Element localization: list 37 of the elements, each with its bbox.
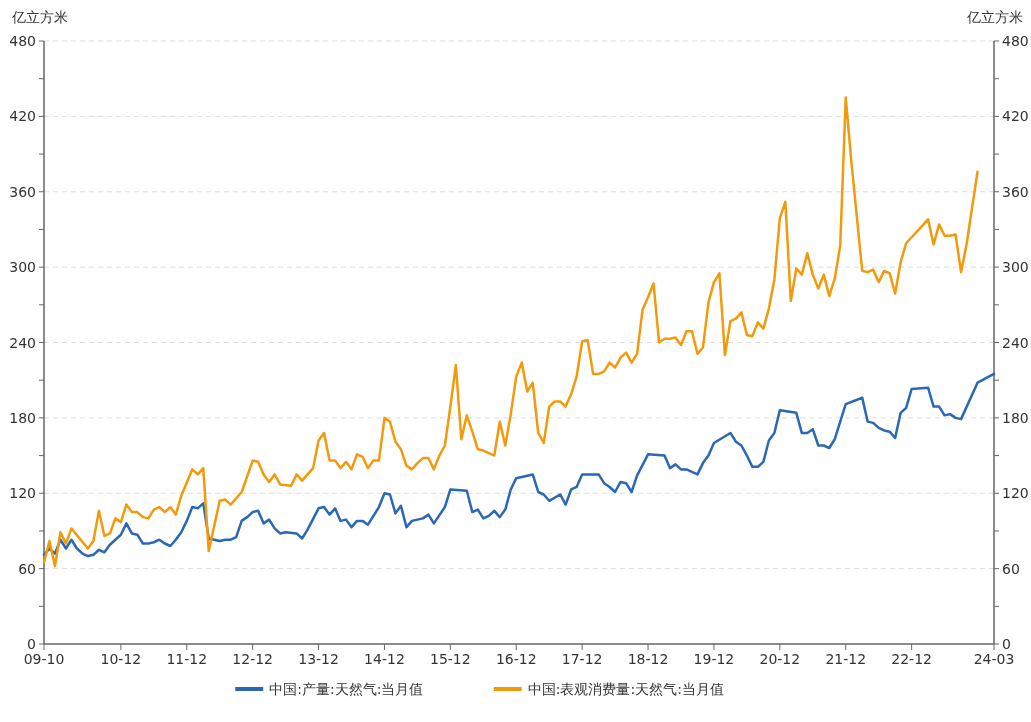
x-tick-label: 24-03 (973, 651, 1015, 667)
x-tick-label: 21-12 (825, 651, 867, 667)
y2-tick-label: 360 (1002, 183, 1029, 200)
y-tick-label: 0 (27, 636, 36, 652)
x-tick-label: 22-12 (891, 651, 932, 667)
y-tick-label: 240 (9, 334, 36, 351)
x-tick-label: 13-12 (298, 651, 339, 667)
x-tick-label: 09-10 (23, 651, 65, 667)
y-axis-title: 亿立方米 (11, 9, 68, 25)
x-tick-label: 15-12 (430, 651, 471, 667)
y2-tick-label: 60 (1002, 560, 1020, 577)
legend-label: 中国:表观消费量:天然气:当月值 (527, 681, 724, 697)
x-tick-label: 12-12 (232, 651, 274, 667)
y2-tick-label: 0 (1002, 636, 1011, 652)
y-tick-label: 420 (9, 108, 36, 125)
x-tick-label: 10-12 (100, 651, 142, 667)
y2-tick-label: 240 (1002, 334, 1029, 351)
x-tick-label: 11-12 (166, 651, 208, 667)
legend-label: 中国:产量:天然气:当月值 (269, 681, 424, 697)
y-tick-label: 300 (9, 259, 36, 276)
x-tick-label: 19-12 (693, 651, 735, 667)
y2-tick-label: 420 (1002, 108, 1029, 125)
x-tick-label: 20-12 (759, 651, 801, 667)
x-tick-label: 16-12 (495, 651, 537, 667)
y2-tick-label: 120 (1002, 485, 1029, 502)
y-tick-label: 60 (18, 560, 36, 577)
y2-tick-label: 180 (1002, 409, 1029, 426)
x-tick-label: 18-12 (627, 651, 669, 667)
y2-axis-title: 亿立方米 (966, 9, 1023, 25)
y-tick-label: 480 (9, 33, 36, 49)
y-tick-label: 180 (9, 409, 36, 426)
y2-tick-label: 300 (1002, 259, 1029, 276)
y2-tick-label: 480 (1002, 33, 1029, 49)
y-tick-label: 120 (9, 485, 36, 502)
y-tick-label: 360 (9, 183, 36, 200)
x-tick-label: 14-12 (364, 651, 405, 667)
x-tick-label: 17-12 (561, 651, 603, 667)
